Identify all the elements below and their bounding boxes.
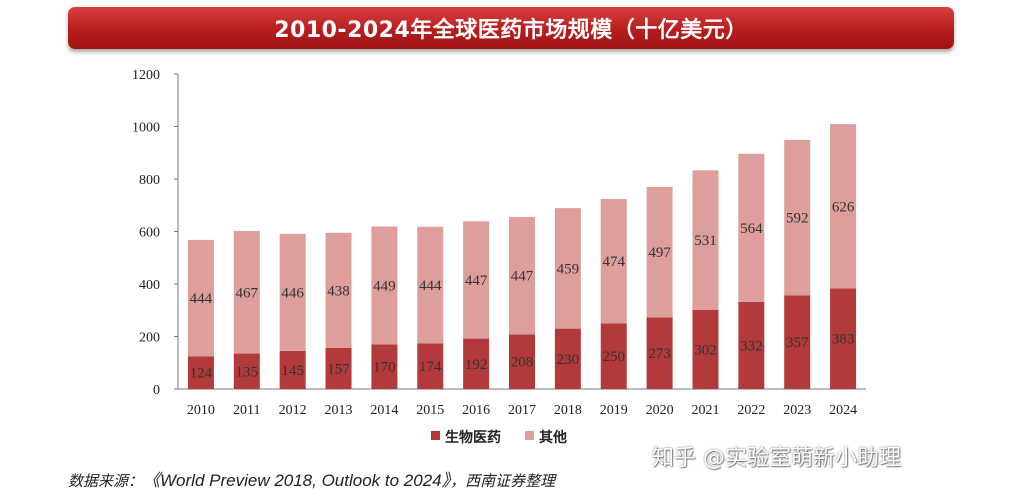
bar-segment	[509, 217, 535, 335]
data-label: 357	[786, 335, 809, 351]
data-label: 250	[602, 349, 625, 365]
y-tick-label: 800	[139, 173, 160, 188]
bar-segment	[187, 356, 214, 389]
legend-label: 生物医药	[445, 429, 501, 446]
data-label: 192	[465, 357, 488, 373]
bar-segment	[463, 338, 490, 389]
bar-segment	[738, 301, 765, 389]
x-tick-label: 2021	[691, 403, 719, 418]
bar-segment	[600, 323, 627, 389]
bar-segment	[784, 295, 811, 389]
bar-segment	[279, 350, 306, 389]
bar-segment	[325, 232, 352, 348]
bar-segment	[371, 226, 398, 345]
y-tick-label: 1200	[132, 68, 160, 83]
source-suffix: ，西南证券整理	[450, 472, 556, 490]
bar-segment	[692, 309, 719, 389]
x-tick-label: 2018	[554, 403, 582, 418]
data-label: 447	[465, 273, 488, 289]
source-title: 《World Preview 2018, Outlook to 2024》	[143, 471, 451, 490]
bar-segment	[830, 288, 857, 389]
data-label: 302	[694, 342, 717, 358]
title-banner: 2010-2024年全球医药市场规模（十亿美元）	[68, 7, 954, 49]
x-tick-label: 2012	[279, 403, 307, 418]
bar-segment	[233, 230, 260, 354]
data-label: 626	[832, 199, 855, 215]
x-tick-label: 2013	[325, 403, 353, 418]
data-label: 467	[236, 285, 259, 301]
data-source-note: 数据来源：《World Preview 2018, Outlook to 202…	[68, 466, 555, 491]
data-label: 446	[281, 285, 304, 301]
bar-segment	[325, 347, 352, 389]
data-label: 174	[419, 359, 442, 375]
bar-segment	[646, 186, 673, 318]
y-tick-label: 200	[139, 331, 160, 346]
data-label: 145	[281, 363, 304, 379]
bar-segment	[417, 226, 444, 344]
data-label: 564	[740, 221, 763, 237]
x-tick-label: 2017	[508, 403, 536, 418]
x-tick-label: 2020	[646, 403, 674, 418]
data-label: 135	[236, 364, 259, 380]
x-tick-label: 2023	[783, 403, 811, 418]
legend-label: 其他	[539, 429, 567, 446]
data-label: 273	[648, 346, 671, 362]
source-prefix: 数据来源：	[68, 472, 144, 490]
data-label: 157	[327, 361, 350, 377]
bar-segment	[600, 198, 627, 324]
x-tick-label: 2022	[737, 403, 765, 418]
data-label: 459	[557, 261, 580, 277]
y-tick-label: 1000	[132, 121, 160, 136]
bar-segment	[417, 343, 444, 389]
bar-segment	[187, 239, 214, 357]
bar-segment	[463, 221, 490, 339]
x-tick-label: 2016	[462, 403, 490, 418]
data-label: 208	[511, 355, 534, 371]
legend-swatch	[525, 431, 534, 440]
bar-segment	[692, 170, 719, 310]
bar-segment	[509, 334, 535, 389]
legend-swatch	[431, 431, 440, 440]
bar-segment	[233, 353, 260, 389]
data-label: 449	[373, 278, 396, 294]
data-label: 170	[373, 360, 396, 376]
data-label: 332	[740, 338, 763, 354]
data-label: 230	[557, 352, 580, 368]
x-tick-label: 2010	[187, 403, 215, 418]
bar-segment	[371, 344, 398, 389]
data-label: 124	[190, 366, 213, 382]
chart-title: 2010-2024年全球医药市场规模（十亿美元）	[274, 18, 748, 43]
bar-segment	[646, 317, 673, 389]
data-label: 444	[419, 278, 442, 294]
x-tick-label: 2019	[600, 403, 628, 418]
data-label: 497	[648, 245, 671, 261]
data-label: 531	[694, 233, 717, 249]
data-label: 383	[832, 332, 855, 348]
y-tick-label: 0	[153, 383, 160, 398]
bar-segment	[738, 153, 765, 302]
bar-segment	[830, 124, 857, 289]
data-label: 444	[190, 291, 213, 307]
x-tick-label: 2024	[829, 403, 857, 418]
bar-segment	[279, 233, 306, 351]
bar-segment	[554, 208, 581, 329]
x-tick-label: 2014	[370, 403, 398, 418]
data-label: 447	[511, 269, 534, 285]
watermark: 知乎 @实验室萌新小助理	[652, 446, 901, 471]
bar-segment	[784, 139, 811, 296]
data-label: 592	[786, 211, 809, 227]
x-tick-label: 2011	[233, 403, 260, 418]
bar-segment	[554, 328, 581, 389]
y-tick-label: 400	[139, 278, 160, 293]
data-label: 474	[602, 254, 625, 270]
x-tick-label: 2015	[416, 403, 444, 418]
y-tick-label: 600	[139, 226, 160, 241]
data-label: 438	[327, 283, 350, 299]
